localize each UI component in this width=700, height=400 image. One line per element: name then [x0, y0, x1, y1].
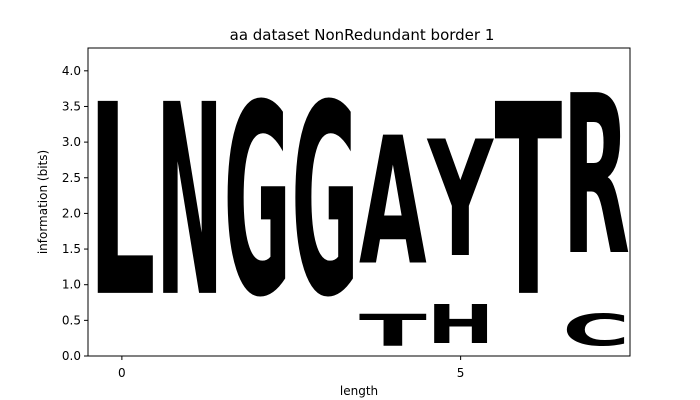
y-tick-label: 1.5 — [62, 242, 81, 256]
logo-letter-A: A — [359, 99, 427, 304]
logo-letter-G: G — [291, 50, 359, 356]
plot-frame — [87, 47, 631, 357]
logo-letter-R: R — [562, 50, 630, 305]
y-axis: 0.0 0.5 1.0 1.5 2.0 2.5 3.0 3.5 4.0 — [62, 64, 88, 363]
logo-letter-Y: Y — [426, 107, 494, 293]
y-tick-label: 4.0 — [62, 64, 81, 78]
chart-title: aa dataset NonRedundant border 1 — [230, 26, 495, 44]
logo-letter-G: G — [224, 50, 292, 356]
logo-letter-C: C — [562, 305, 630, 356]
y-tick-label: 3.0 — [62, 135, 81, 149]
y-tick-label: 2.0 — [62, 206, 81, 220]
logo-letter-T: T — [359, 305, 427, 356]
logo-letter-L: L — [88, 50, 156, 356]
logo-letter-T: T — [495, 48, 563, 355]
y-tick-label: 2.5 — [62, 171, 81, 185]
x-tick-label: 5 — [457, 366, 465, 380]
y-tick-label: 1.0 — [62, 278, 81, 292]
logo-letter-H: H — [427, 294, 495, 356]
y-tick-label: 0.5 — [62, 313, 81, 327]
x-tick-label: 0 — [118, 366, 126, 380]
logo-letter-N: N — [156, 48, 224, 355]
x-axis-label: length — [340, 384, 378, 398]
y-tick-label: 3.5 — [62, 99, 81, 113]
y-tick-label: 0.0 — [62, 349, 81, 363]
y-axis-label: information (bits) — [36, 150, 50, 254]
